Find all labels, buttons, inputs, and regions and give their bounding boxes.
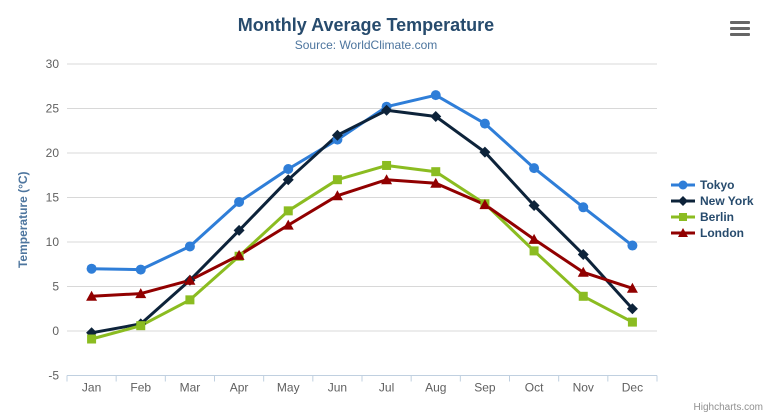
- data-point-tokyo-dec[interactable]: [627, 240, 638, 251]
- legend-item-tokyo[interactable]: Tokyo: [671, 177, 754, 193]
- y-axis-tick-label: 25: [46, 102, 60, 116]
- data-point-london-feb[interactable]: [135, 288, 147, 299]
- data-point-berlin-nov[interactable]: [578, 291, 588, 301]
- data-point-berlin-jul[interactable]: [382, 160, 392, 170]
- data-point-london-jul[interactable]: [381, 174, 393, 185]
- y-axis-tick-label: 10: [46, 235, 60, 249]
- data-point-london-mar[interactable]: [184, 274, 196, 285]
- data-point-new-york-apr[interactable]: [233, 224, 245, 236]
- data-point-tokyo-apr[interactable]: [234, 196, 245, 207]
- data-point-new-york-dec[interactable]: [626, 303, 638, 315]
- legend-label: Berlin: [700, 210, 735, 224]
- data-point-london-aug[interactable]: [430, 177, 442, 188]
- circle-marker-icon: [678, 180, 688, 190]
- x-axis-tick-label: Nov: [573, 381, 594, 395]
- legend-label: London: [700, 226, 744, 240]
- data-point-berlin-may[interactable]: [283, 206, 293, 216]
- hamburger-menu-icon[interactable]: [727, 17, 755, 39]
- data-point-berlin-mar[interactable]: [185, 295, 195, 305]
- legend-item-new-york[interactable]: New York: [671, 193, 754, 209]
- data-point-london-jan[interactable]: [86, 290, 98, 301]
- data-point-berlin-feb[interactable]: [136, 321, 146, 331]
- y-axis-tick-label: 5: [52, 280, 59, 294]
- data-point-tokyo-jan[interactable]: [86, 263, 97, 274]
- series-line-london[interactable]: [90, 178, 634, 298]
- data-point-tokyo-mar[interactable]: [184, 241, 195, 252]
- hamburger-bar: [730, 32, 750, 36]
- data-point-london-may[interactable]: [282, 219, 294, 230]
- legend-symbol-triangle-icon: [671, 228, 695, 237]
- hamburger-bar: [730, 20, 750, 24]
- square-marker-icon: [679, 213, 687, 221]
- data-point-london-apr[interactable]: [233, 249, 245, 260]
- legend-symbol-circle-icon: [671, 180, 695, 190]
- data-point-new-york-aug[interactable]: [430, 111, 442, 123]
- data-point-london-nov[interactable]: [577, 266, 589, 277]
- legend-symbol-square-icon: [671, 213, 695, 221]
- data-point-tokyo-aug[interactable]: [430, 90, 441, 101]
- x-axis-tick-label: Jan: [82, 381, 101, 395]
- legend-item-london[interactable]: London: [671, 225, 754, 241]
- triangle-marker-icon: [678, 228, 688, 237]
- x-axis-tick-label: Jul: [379, 381, 394, 395]
- legend-label: New York: [700, 194, 754, 208]
- diamond-marker-icon: [678, 196, 688, 206]
- legend-label: Tokyo: [700, 178, 735, 192]
- chart-title: Monthly Average Temperature: [237, 15, 495, 35]
- x-axis-tick-label: Dec: [622, 381, 643, 395]
- data-point-new-york-sep[interactable]: [479, 146, 491, 158]
- data-point-berlin-jun[interactable]: [332, 175, 342, 185]
- x-axis-tick-label: Aug: [425, 381, 446, 395]
- data-point-tokyo-feb[interactable]: [135, 264, 146, 275]
- data-point-berlin-dec[interactable]: [627, 317, 637, 327]
- data-point-berlin-jan[interactable]: [87, 334, 97, 344]
- data-point-london-dec[interactable]: [626, 282, 638, 293]
- y-axis-tick-label: 0: [52, 324, 59, 338]
- y-axis-tick-label: 30: [46, 57, 60, 71]
- data-point-new-york-jul[interactable]: [381, 104, 393, 116]
- data-point-new-york-may[interactable]: [282, 174, 294, 186]
- x-axis-tick-label: Mar: [180, 381, 201, 395]
- x-axis-tick-label: Jun: [328, 381, 347, 395]
- y-axis-tick-label: 20: [46, 146, 60, 160]
- series-line-new-york[interactable]: [90, 108, 634, 335]
- data-point-berlin-aug[interactable]: [431, 167, 441, 177]
- data-point-tokyo-nov[interactable]: [578, 202, 589, 213]
- data-point-london-oct[interactable]: [528, 233, 540, 244]
- y-axis-title: Temperature (°C): [16, 171, 30, 268]
- series-line-berlin[interactable]: [90, 164, 634, 341]
- data-point-london-jun[interactable]: [331, 190, 343, 201]
- y-axis-tick-label: 15: [46, 191, 60, 205]
- chart-subtitle: Source: WorldClimate.com: [294, 38, 438, 52]
- data-point-tokyo-oct[interactable]: [529, 163, 540, 174]
- data-point-tokyo-sep[interactable]: [479, 118, 490, 129]
- x-axis-tick-label: Sep: [474, 381, 496, 395]
- x-axis-tick-label: Apr: [230, 381, 249, 395]
- legend: Tokyo New York Berlin London: [671, 177, 754, 241]
- data-point-new-york-oct[interactable]: [528, 200, 540, 212]
- data-point-new-york-jun[interactable]: [331, 129, 343, 141]
- data-point-london-sep[interactable]: [479, 199, 491, 210]
- x-axis-tick-label: Oct: [525, 381, 544, 395]
- x-axis-tick-label: Feb: [130, 381, 151, 395]
- credits-link[interactable]: Highcharts.com: [693, 402, 763, 413]
- legend-symbol-diamond-icon: [671, 196, 695, 206]
- data-point-berlin-oct[interactable]: [529, 246, 539, 256]
- y-axis-tick-label: -5: [48, 369, 59, 383]
- data-point-new-york-nov[interactable]: [577, 248, 589, 260]
- data-point-tokyo-may[interactable]: [283, 164, 294, 175]
- hamburger-bar: [730, 26, 750, 30]
- x-axis-tick-label: May: [277, 381, 300, 395]
- legend-item-berlin[interactable]: Berlin: [671, 209, 754, 225]
